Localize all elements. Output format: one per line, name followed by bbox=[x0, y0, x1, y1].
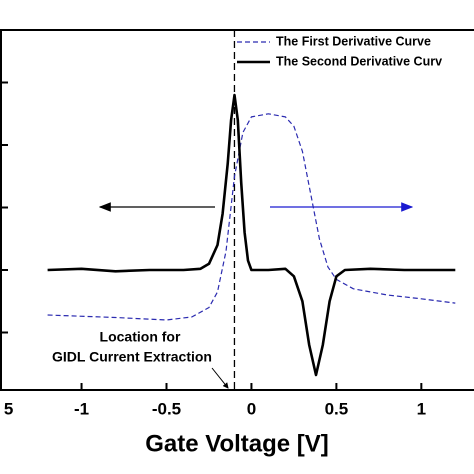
x-tick-label: 1 bbox=[417, 399, 426, 418]
x-tick-label: 0.5 bbox=[325, 399, 349, 418]
annotation: GIDL Current Extraction bbox=[52, 349, 212, 365]
x-axis-title: Gate Voltage [V] bbox=[145, 430, 329, 457]
annotation: Location for bbox=[100, 329, 181, 345]
x-tick-label: 0 bbox=[247, 399, 256, 418]
legend-label: The Second Derivative Curv bbox=[276, 54, 442, 68]
x-tick-label: -0.5 bbox=[152, 399, 181, 418]
x-tick-label: 5 bbox=[4, 399, 13, 418]
legend-label: The First Derivative Curve bbox=[276, 34, 431, 48]
series-line bbox=[47, 93, 456, 377]
annotation-arrow bbox=[211, 367, 229, 389]
series-line bbox=[47, 113, 456, 321]
plot-frame bbox=[0, 29, 474, 391]
x-tick-label: -1 bbox=[74, 399, 89, 418]
